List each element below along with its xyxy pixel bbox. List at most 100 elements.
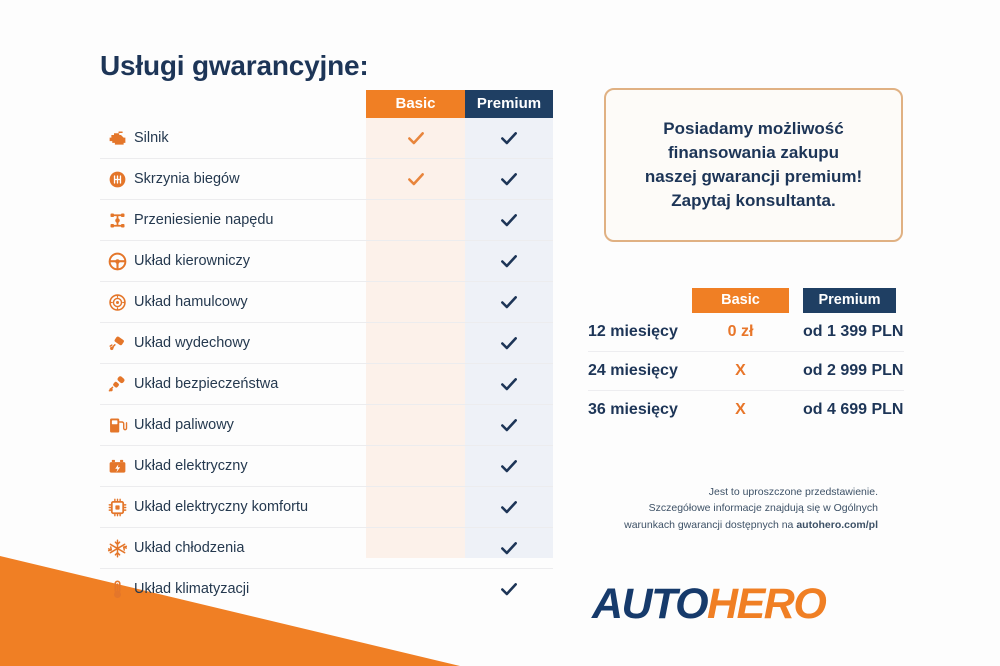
comparison-row-label: Układ kierowniczy (134, 253, 251, 269)
gearbox-icon (100, 167, 134, 191)
pricing-premium-value: od 2 999 PLN (803, 362, 904, 379)
comparison-row-label: Układ chłodzenia (134, 540, 245, 556)
comparison-row: Układ elektryczny komfortu (100, 486, 553, 527)
comparison-table-body: Silnik Skrzynia biegów Przeniesienie napęd… (100, 118, 553, 609)
pricing-period-label: 24 miesięcy (588, 362, 678, 379)
basic-cell (366, 364, 465, 404)
basic-cell (366, 487, 465, 527)
page-title: Usługi gwarancyjne: (100, 50, 369, 81)
comparison-row: Układ kierowniczy (100, 240, 553, 281)
comparison-row-label: Układ klimatyzacji (134, 581, 250, 597)
pricing-header-premium: Premium (803, 288, 896, 313)
battery-icon (100, 454, 134, 478)
disclaimer-line-3-prefix: warunkach gwarancji dostępnych na (624, 518, 797, 531)
comparison-row-label: Układ elektryczny (134, 458, 248, 474)
premium-column-background (465, 118, 553, 558)
comparison-row: Układ elektryczny (100, 445, 553, 486)
premium-cell (465, 487, 553, 527)
premium-cell (465, 446, 553, 486)
steering-wheel-icon (100, 249, 134, 273)
chip-icon (100, 495, 134, 519)
pricing-basic-value: 0 zł (727, 323, 754, 340)
basic-cell (366, 405, 465, 445)
pricing-table-header: Basic Premium (588, 288, 904, 313)
basic-column-background (366, 118, 465, 558)
comparison-row: Przeniesienie napędu (100, 199, 553, 240)
basic-cell (366, 528, 465, 568)
premium-cell (465, 528, 553, 568)
callout-line-4: Zapytaj konsultanta. (671, 191, 836, 211)
premium-cell (465, 323, 553, 363)
comparison-row-label: Skrzynia biegów (134, 171, 240, 187)
basic-cell (366, 200, 465, 240)
premium-cell (465, 159, 553, 199)
premium-cell (465, 364, 553, 404)
basic-cell (366, 569, 465, 609)
premium-cell (465, 569, 553, 609)
pricing-table: Basic Premium 12 miesięcy 0 zł od 1 399 PL… (588, 288, 904, 429)
basic-cell (366, 446, 465, 486)
comparison-row-label: Silnik (134, 130, 169, 146)
pricing-basic-value: X (735, 401, 746, 418)
pricing-header-basic: Basic (692, 288, 789, 313)
disclaimer-text: Jest to uproszczone przedstawienie. Szcz… (594, 484, 878, 533)
seatbelt-airbag-icon (100, 372, 134, 396)
premium-cell (465, 118, 553, 158)
comparison-row-label: Układ elektryczny komfortu (134, 499, 309, 515)
comparison-row-label: Przeniesienie napędu (134, 212, 274, 228)
thermometer-icon (100, 577, 134, 601)
warranty-comparison-table: Basic Premium Silnik Skrzynia biegów Przen… (100, 90, 553, 609)
comparison-row-label: Układ paliwowy (134, 417, 234, 433)
disclaimer-line-2: Szczegółowe informacje znajdują się w Og… (648, 502, 878, 515)
comparison-row: Układ paliwowy (100, 404, 553, 445)
pricing-basic-value: X (735, 362, 746, 379)
comparison-table-header: Basic Premium (100, 90, 553, 118)
pricing-period-label: 12 miesięcy (588, 323, 678, 340)
basic-cell (366, 323, 465, 363)
autohero-logo: AUTOHERO (592, 580, 827, 629)
basic-cell (366, 159, 465, 199)
comparison-row: Układ chłodzenia (100, 527, 553, 568)
snowflake-icon (100, 536, 134, 560)
callout-line-3: naszej gwarancji premium! (644, 167, 863, 186)
premium-cell (465, 282, 553, 322)
callout-line-2: finansowania zakupu (668, 142, 839, 162)
comparison-row: Skrzynia biegów (100, 158, 553, 199)
drivetrain-axle-icon (100, 208, 134, 232)
logo-text-hero: HERO (707, 580, 827, 628)
comparison-row: Silnik (100, 118, 553, 158)
basic-cell (366, 118, 465, 158)
premium-cell (465, 200, 553, 240)
comparison-row: Układ hamulcowy (100, 281, 553, 322)
fuel-pump-icon (100, 413, 134, 437)
logo-text-auto: AUTO (592, 580, 709, 628)
pricing-period-label: 36 miesięcy (588, 401, 678, 418)
comparison-row: Układ bezpieczeństwa (100, 363, 553, 404)
exhaust-icon (100, 331, 134, 355)
comparison-row-label: Układ hamulcowy (134, 294, 248, 310)
comparison-row-label: Układ wydechowy (134, 335, 251, 351)
disclaimer-website-link[interactable]: autohero.com/pl (796, 518, 878, 531)
basic-cell (366, 241, 465, 281)
brake-disc-icon (100, 290, 134, 314)
disclaimer-line-1: Jest to uproszczone przedstawienie. (708, 486, 878, 498)
premium-cell (465, 405, 553, 445)
comparison-row-label: Układ bezpieczeństwa (134, 376, 279, 392)
column-header-basic: Basic (366, 90, 465, 118)
comparison-row: Układ klimatyzacji (100, 568, 553, 609)
basic-cell (366, 282, 465, 322)
comparison-row: Układ wydechowy (100, 322, 553, 363)
engine-icon (100, 126, 134, 150)
pricing-row: 12 miesięcy 0 zł od 1 399 PLN (588, 313, 904, 352)
column-header-premium: Premium (465, 90, 553, 118)
callout-line-1: Posiadamy możliwość (663, 118, 844, 138)
financing-callout-box: Posiadamy możliwość finansowania zakupu … (604, 88, 903, 242)
pricing-premium-value: od 4 699 PLN (803, 401, 904, 418)
premium-cell (465, 241, 553, 281)
financing-callout-text: Posiadamy możliwość finansowania zakupu … (633, 117, 874, 214)
pricing-premium-value: od 1 399 PLN (803, 323, 904, 340)
